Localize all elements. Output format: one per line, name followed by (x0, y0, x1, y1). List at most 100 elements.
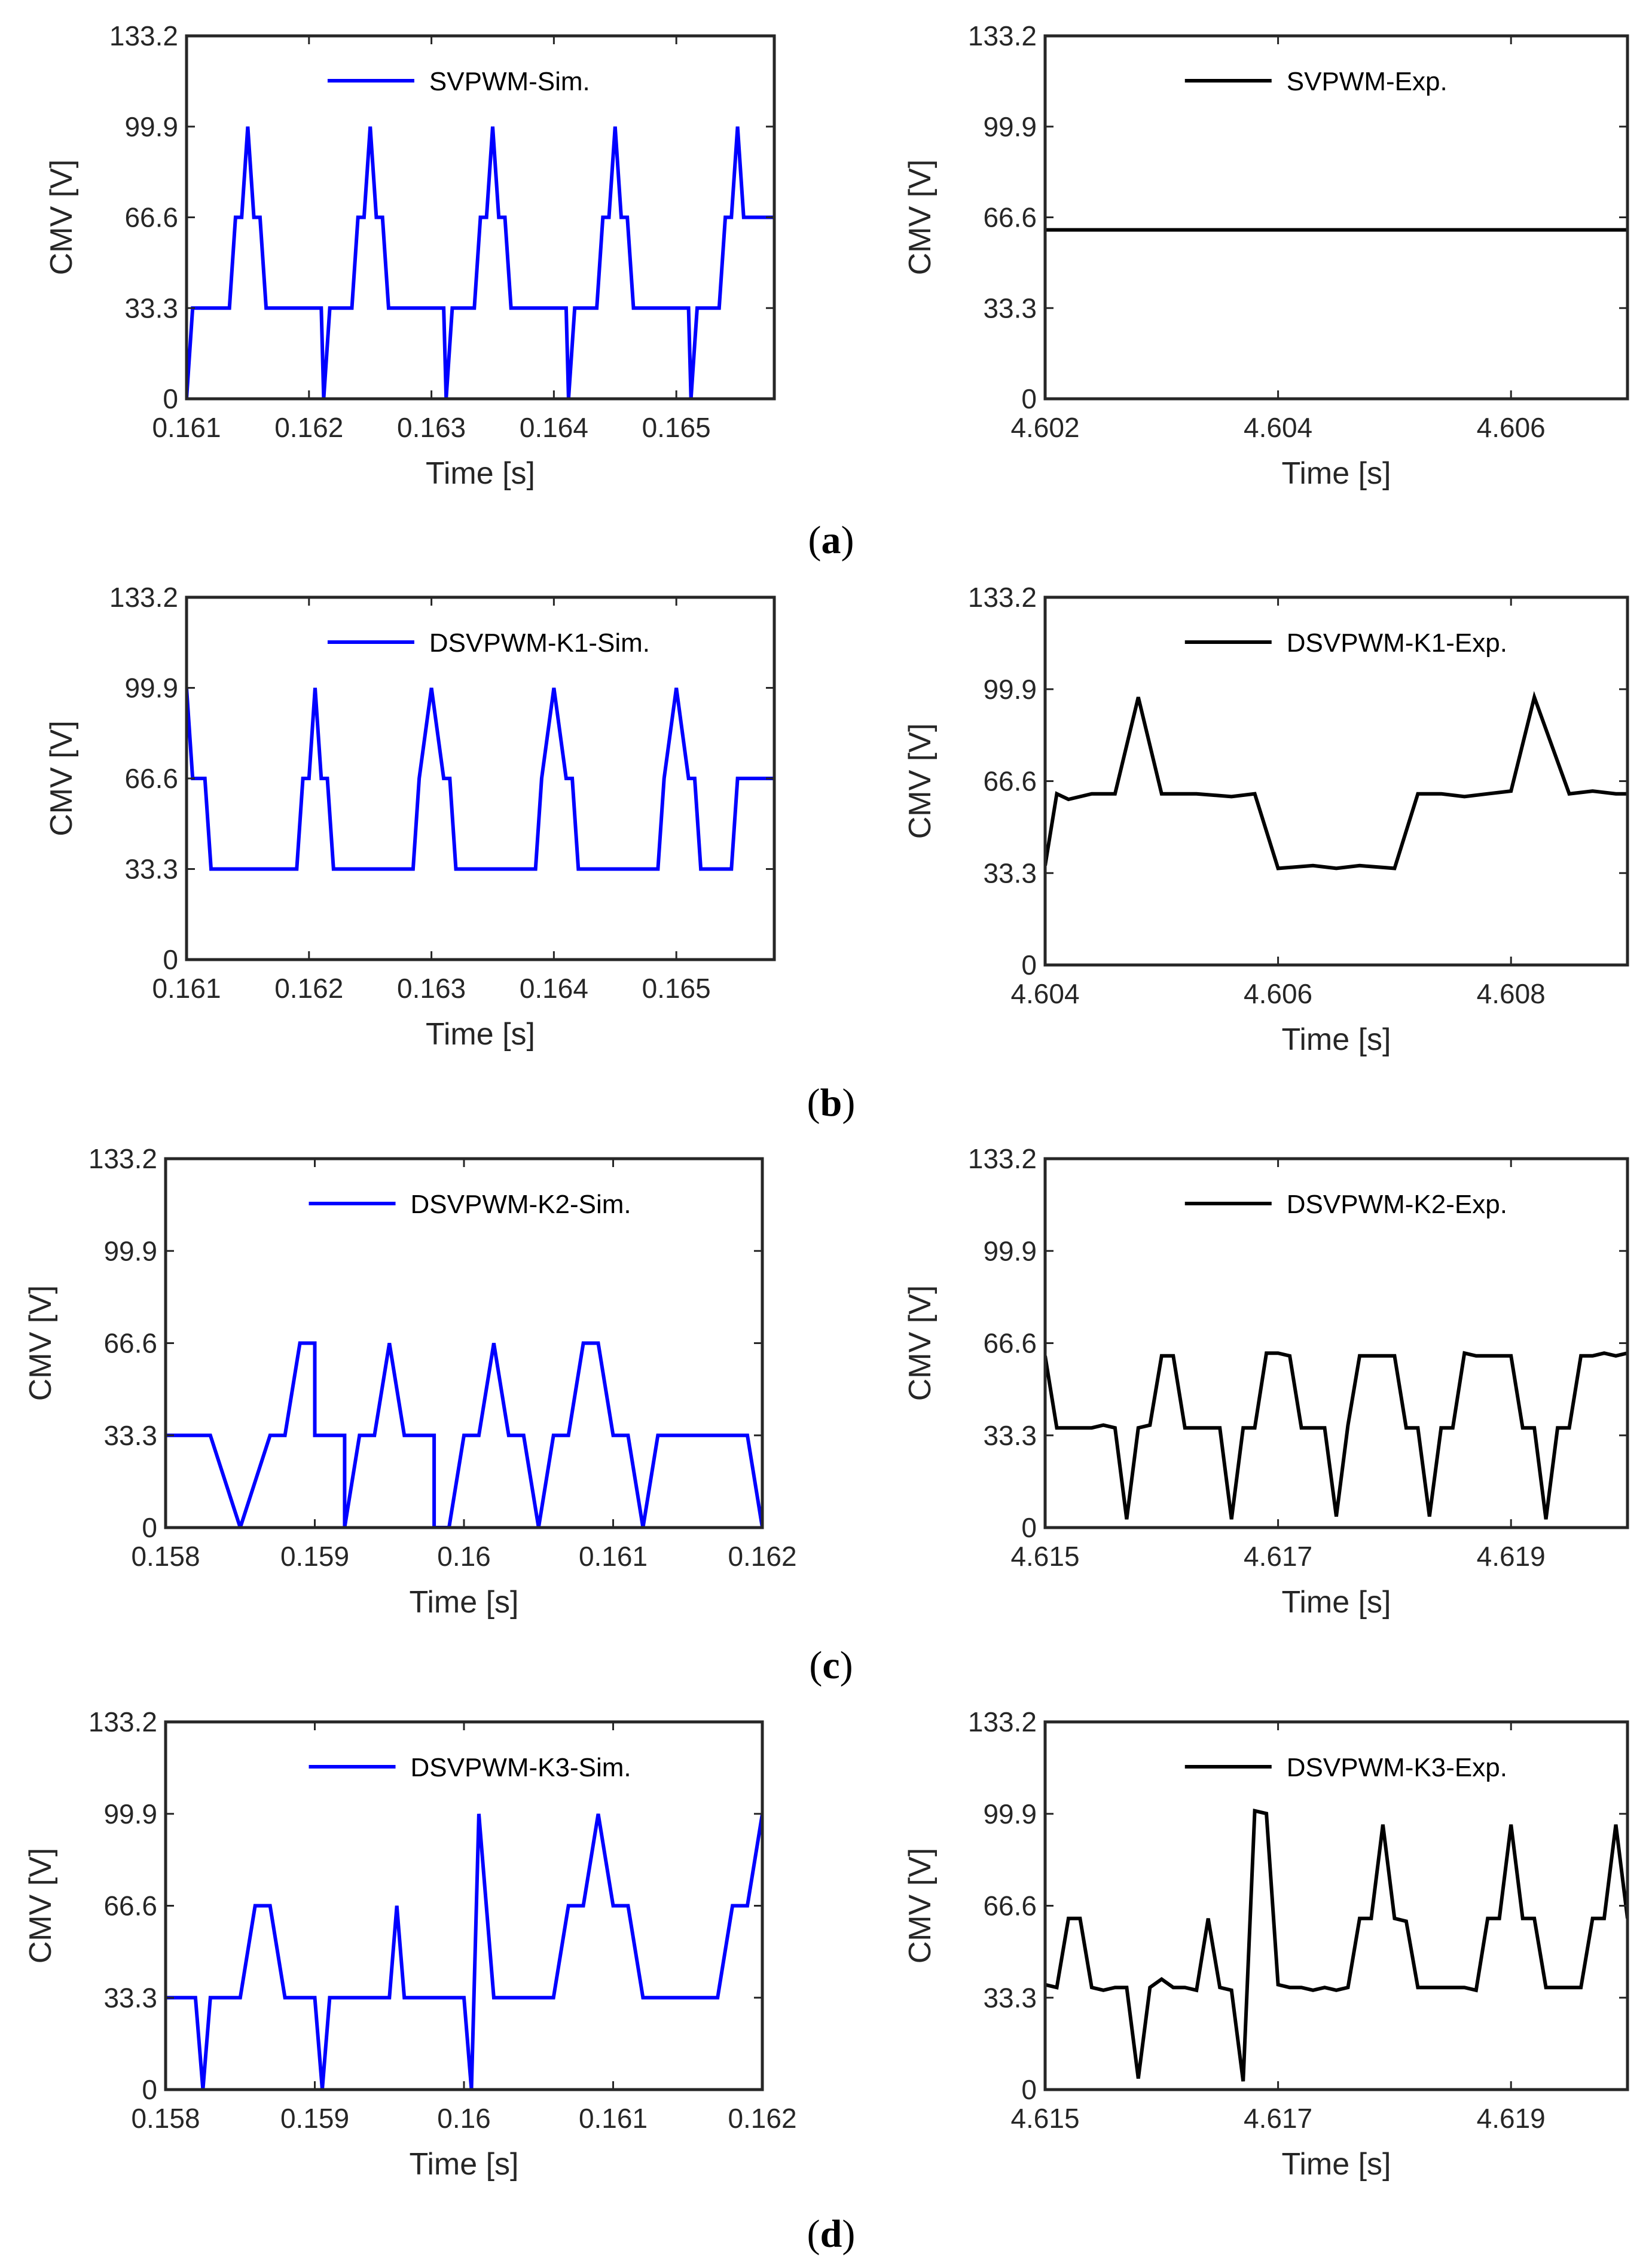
y-tick-label: 33.3 (103, 1420, 157, 1451)
y-tick-label: 133.2 (968, 1706, 1037, 1737)
x-tick-label: 4.606 (1244, 978, 1312, 1009)
y-axis-title: CMV [V] (903, 160, 938, 276)
y-tick-label: 66.6 (103, 1890, 157, 1922)
y-tick-label: 66.6 (983, 202, 1037, 233)
chart-d-exp: 0 33.3 66.6 99.9 133.2 4.615 4.617 4.619 Time [s… (903, 1706, 1629, 2182)
x-axis-title: Time [s] (410, 2147, 519, 2182)
y-tick-label: 133.2 (88, 1706, 157, 1737)
chart-b-exp: 0 33.3 66.6 99.9 133.2 4.604 4.606 4.608 Time [s… (903, 582, 1629, 1057)
x-tick-label: 0.162 (274, 973, 343, 1004)
x-tick-label: 4.617 (1244, 1541, 1312, 1572)
y-tick-label: 0 (1021, 2074, 1037, 2105)
chart-d-sim: 0 33.3 66.6 99.9 133.2 0.158 0.159 0.16 0.161 0.1… (23, 1706, 797, 2182)
y-tick-label: 0 (1021, 383, 1037, 414)
y-tick-label: 0 (1021, 949, 1037, 981)
x-axis-title: Time [s] (1282, 2147, 1391, 2182)
y-tick-label: 0 (163, 383, 178, 414)
x-tick-label: 4.619 (1477, 2103, 1546, 2134)
series-line-d-exp (1045, 1808, 1627, 2082)
series-line-c-exp (1045, 1351, 1627, 1520)
y-tick-label: 0 (163, 944, 178, 975)
series-line-c-sim (166, 1341, 762, 1528)
y-axis-title: CMV [V] (23, 1285, 58, 1401)
chart-c-sim: 0 33.3 66.6 99.9 133.2 0.158 0.159 0.16 0.161 0.1… (23, 1143, 797, 1620)
y-axis-title: CMV [V] (903, 1285, 938, 1401)
y-tick-label: 66.6 (124, 202, 178, 233)
y-tick-label: 133.2 (109, 582, 178, 613)
x-axis-title: Time [s] (1282, 456, 1391, 491)
x-tick-label: 0.165 (642, 973, 711, 1004)
y-axis-title: CMV [V] (44, 160, 79, 276)
y-tick-label: 133.2 (968, 20, 1037, 51)
y-axis-title: CMV [V] (903, 723, 938, 839)
x-tick-label: 4.604 (1010, 978, 1079, 1009)
legend-label: SVPWM-Sim. (429, 67, 590, 96)
x-axis-title: Time [s] (1282, 1022, 1391, 1057)
x-tick-label: 0.162 (728, 2103, 796, 2134)
series-line-d-sim (166, 1813, 762, 2090)
legend-label: DSVPWM-K1-Sim. (429, 628, 650, 658)
y-tick-label: 0 (1021, 1512, 1037, 1543)
y-tick-label: 33.3 (103, 1982, 157, 2013)
y-axis-title: CMV [V] (23, 1848, 58, 1964)
x-tick-label: 0.161 (579, 1541, 648, 1572)
x-tick-label: 0.163 (397, 973, 466, 1004)
x-axis-title: Time [s] (426, 456, 535, 491)
x-tick-label: 0.165 (642, 412, 711, 443)
y-tick-label: 99.9 (983, 1798, 1037, 1830)
y-tick-label: 66.6 (124, 763, 178, 794)
x-axis-title: Time [s] (1282, 1585, 1391, 1620)
x-tick-label: 4.608 (1477, 978, 1546, 1009)
series-line-a-sim (187, 126, 774, 399)
x-tick-label: 0.162 (728, 1541, 796, 1572)
x-axis-title: Time [s] (410, 1585, 519, 1620)
x-tick-label: 4.619 (1477, 1541, 1546, 1572)
y-tick-label: 33.3 (983, 1982, 1037, 2013)
y-tick-label: 66.6 (983, 766, 1037, 797)
chart-a-exp: 0 33.3 66.6 99.9 133.2 4.602 4.604 4.606 Time [s… (903, 20, 1629, 491)
y-tick-label: 99.9 (983, 1235, 1037, 1266)
y-tick-label: 99.9 (124, 111, 178, 142)
legend-label: SVPWM-Exp. (1287, 67, 1448, 96)
x-tick-label: 4.617 (1244, 2103, 1312, 2134)
x-tick-label: 0.164 (520, 412, 588, 443)
legend-label: DSVPWM-K2-Sim. (411, 1190, 631, 1219)
y-tick-label: 33.3 (124, 292, 178, 323)
y-tick-label: 99.9 (983, 111, 1037, 142)
y-tick-label: 99.9 (983, 674, 1037, 705)
legend-label: DSVPWM-K3-Sim. (411, 1753, 631, 1782)
panel-label-d: (d) (807, 2212, 856, 2256)
x-tick-label: 0.164 (520, 973, 588, 1004)
y-tick-label: 33.3 (124, 854, 178, 885)
x-tick-label: 4.606 (1477, 412, 1546, 443)
x-tick-label: 4.604 (1244, 412, 1312, 443)
y-axis-title: CMV [V] (903, 1848, 938, 1964)
x-tick-label: 0.158 (131, 1541, 200, 1572)
chart-a-sim: 0 33.3 66.6 99.9 133.2 0.161 0.162 0.163 0.164 0.… (44, 20, 776, 491)
y-axis-title: CMV [V] (44, 720, 79, 836)
y-tick-label: 133.2 (968, 1143, 1037, 1174)
panel-label-a: (a) (808, 518, 854, 562)
y-tick-label: 133.2 (88, 1143, 157, 1174)
y-tick-label: 133.2 (109, 20, 178, 51)
legend-label: DSVPWM-K2-Exp. (1287, 1190, 1507, 1219)
y-tick-label: 33.3 (983, 857, 1037, 888)
plots: 0 33.3 66.6 99.9 133.2 0.161 0.162 0.163 0.164 0.… (23, 20, 1629, 2182)
y-tick-label: 99.9 (103, 1235, 157, 1266)
x-tick-label: 4.602 (1010, 412, 1079, 443)
x-axis-title: Time [s] (426, 1017, 535, 1052)
panel-label-b: (b) (807, 1081, 856, 1125)
y-tick-label: 133.2 (968, 582, 1037, 613)
x-tick-label: 0.161 (579, 2103, 648, 2134)
series-line-b-exp (1045, 691, 1627, 871)
y-tick-label: 66.6 (983, 1328, 1037, 1359)
y-tick-label: 66.6 (983, 1890, 1037, 1922)
x-tick-label: 0.158 (131, 2103, 200, 2134)
x-tick-label: 0.162 (274, 412, 343, 443)
x-tick-label: 0.161 (152, 973, 221, 1004)
x-tick-label: 0.163 (397, 412, 466, 443)
y-tick-label: 99.9 (124, 673, 178, 704)
x-tick-label: 0.16 (437, 1541, 491, 1572)
